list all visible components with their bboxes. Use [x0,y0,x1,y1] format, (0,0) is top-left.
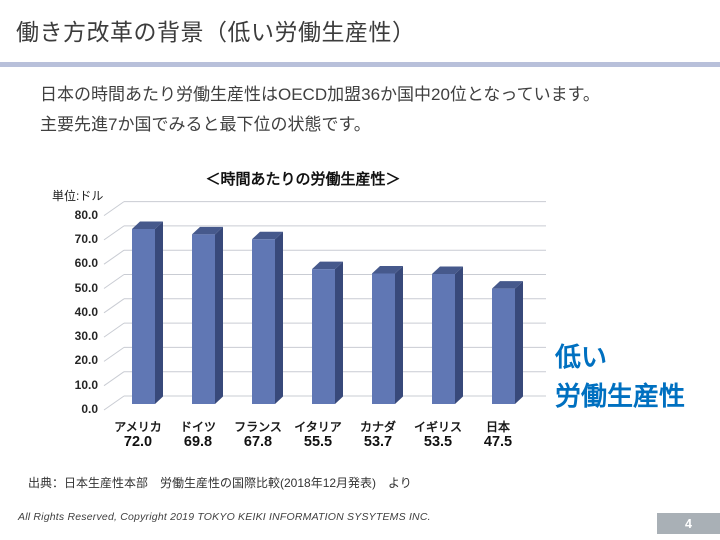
category-label: イタリア [294,420,342,434]
bar-front-face [372,273,395,404]
y-tick-label: 40.0 [74,304,98,319]
chart-gridline [103,322,125,338]
bar-front-face [132,229,155,404]
body-text: 日本の時間あたり労働生産性はOECD加盟36か国中20位となっています。 主要先… [40,80,600,140]
category-label: カナダ [359,420,396,434]
y-tick-label: 60.0 [74,256,98,271]
y-tick-label: 0.0 [81,402,98,416]
y-tick-label: 50.0 [74,280,98,295]
chart-gridline [103,225,125,241]
body-line-1: 日本の時間あたり労働生産性はOECD加盟36か国中20位となっています。 [40,85,600,104]
body-line-2: 主要先進7か国でみると最下位の状態です。 [40,115,371,134]
category-label: フランス [234,420,282,434]
y-tick-label: 70.0 [74,231,98,246]
chart-title: ＜時間あたりの労働生産性＞ [205,171,401,188]
bar-side-face [335,261,343,404]
y-tick-label: 80.0 [74,207,98,222]
page-number-badge: 4 [657,513,720,534]
value-label: 55.5 [303,434,333,450]
bar-side-face [395,266,403,404]
value-label: 72.0 [123,434,153,450]
bar-side-face [515,281,523,404]
value-label: 47.5 [483,434,513,450]
source-note: 出典：日本生産性本部 労働生産性の国際比較(2018年12月発表) より [28,476,412,490]
productivity-bar-chart [103,201,546,411]
value-label: 67.8 [243,434,273,450]
bar-top-face [252,231,283,240]
category-label: 日本 [485,420,510,434]
chart-gridline [103,371,125,387]
value-label: 69.8 [183,434,213,450]
bar-top-face [432,266,463,274]
bar-front-face [192,234,215,404]
copyright-footer: All Rights Reserved, Copyright 2019 TOKY… [18,511,431,523]
highlight-text: 低い 労働生産性 [555,338,685,416]
category-label: アメリカ [114,420,162,434]
bar-top-face [492,281,523,289]
bar-front-face [312,269,335,404]
slide-title: 働き方改革の背景（低い労働生産性） [16,19,416,45]
bar-top-face [312,261,343,270]
bar-top-face [132,221,163,230]
category-label: ドイツ [179,420,216,434]
page-number: 4 [685,516,692,531]
chart-gridline [103,346,125,362]
chart-gridline [103,201,125,217]
value-label: 53.5 [423,434,453,450]
bar-side-face [275,231,283,404]
bar-front-face [432,273,455,404]
category-label: イギリス [413,420,462,434]
bar-front-face [252,239,275,404]
y-tick-label: 30.0 [74,329,98,344]
chart-gridline [103,274,125,289]
chart-gridline [103,395,125,411]
chart-unit-label: 単位:ドル [52,189,104,203]
highlight-line-2: 労働生産性 [555,381,686,411]
bar-side-face [455,266,463,404]
chart-gridline [103,249,125,265]
title-divider [0,62,720,67]
bar-front-face [492,288,515,404]
bar-side-face [215,226,223,404]
highlight-line-1: 低い [555,342,608,372]
y-tick-label: 20.0 [74,353,98,368]
bar-side-face [155,221,163,404]
y-tick-label: 10.0 [74,377,98,392]
bar-top-face [372,266,403,274]
value-label: 53.7 [363,434,393,450]
chart-gridline [103,298,125,314]
bar-top-face [192,226,223,235]
